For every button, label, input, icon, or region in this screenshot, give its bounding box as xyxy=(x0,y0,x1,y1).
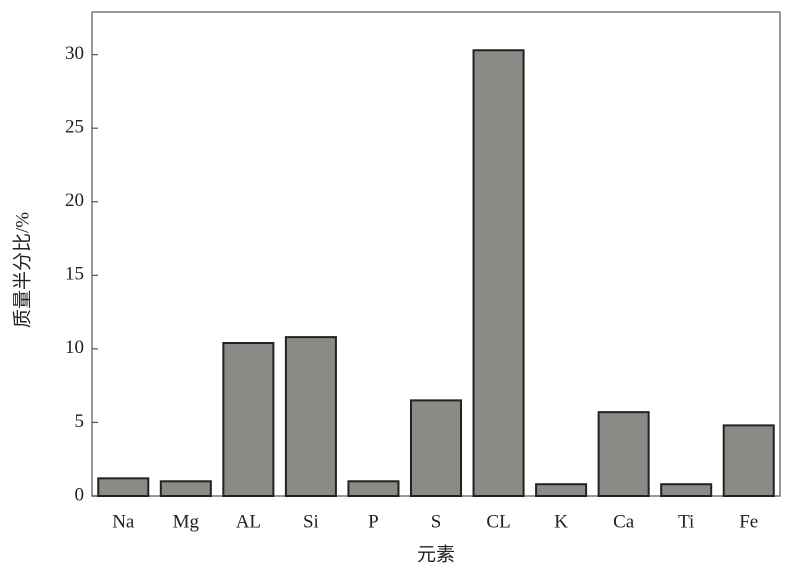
x-tick-label: K xyxy=(554,511,568,532)
bar xyxy=(660,483,713,498)
y-axis-label: 质量半分比/% xyxy=(11,212,33,328)
y-tick-label: 5 xyxy=(75,411,85,432)
x-tick-label: Fe xyxy=(739,511,758,532)
x-tick-label: Mg xyxy=(173,511,200,532)
x-tick-label: Ca xyxy=(613,511,635,532)
x-tick-label: CL xyxy=(486,511,510,532)
bar xyxy=(409,399,463,497)
bar xyxy=(97,477,150,497)
bar xyxy=(284,336,337,497)
y-tick-label: 15 xyxy=(65,264,84,285)
x-tick-label: Si xyxy=(303,511,319,532)
y-tick-label: 25 xyxy=(65,117,84,138)
bar xyxy=(222,342,275,498)
y-tick-label: 30 xyxy=(65,43,84,64)
bar xyxy=(347,480,400,498)
x-tick-label: Ti xyxy=(678,511,694,532)
x-tick-label: P xyxy=(368,511,379,532)
x-tick-label: S xyxy=(431,511,442,532)
y-tick-label: 10 xyxy=(65,337,84,358)
bar xyxy=(535,483,588,498)
x-tick-label: Na xyxy=(112,511,135,532)
y-tick-label: 20 xyxy=(65,190,84,211)
bar xyxy=(472,49,525,498)
bar xyxy=(597,411,650,498)
bar xyxy=(159,480,212,498)
bar xyxy=(722,424,775,497)
x-tick-label: AL xyxy=(236,511,261,532)
y-tick-label: 0 xyxy=(75,484,85,505)
x-axis-label: 元素 xyxy=(417,543,455,565)
